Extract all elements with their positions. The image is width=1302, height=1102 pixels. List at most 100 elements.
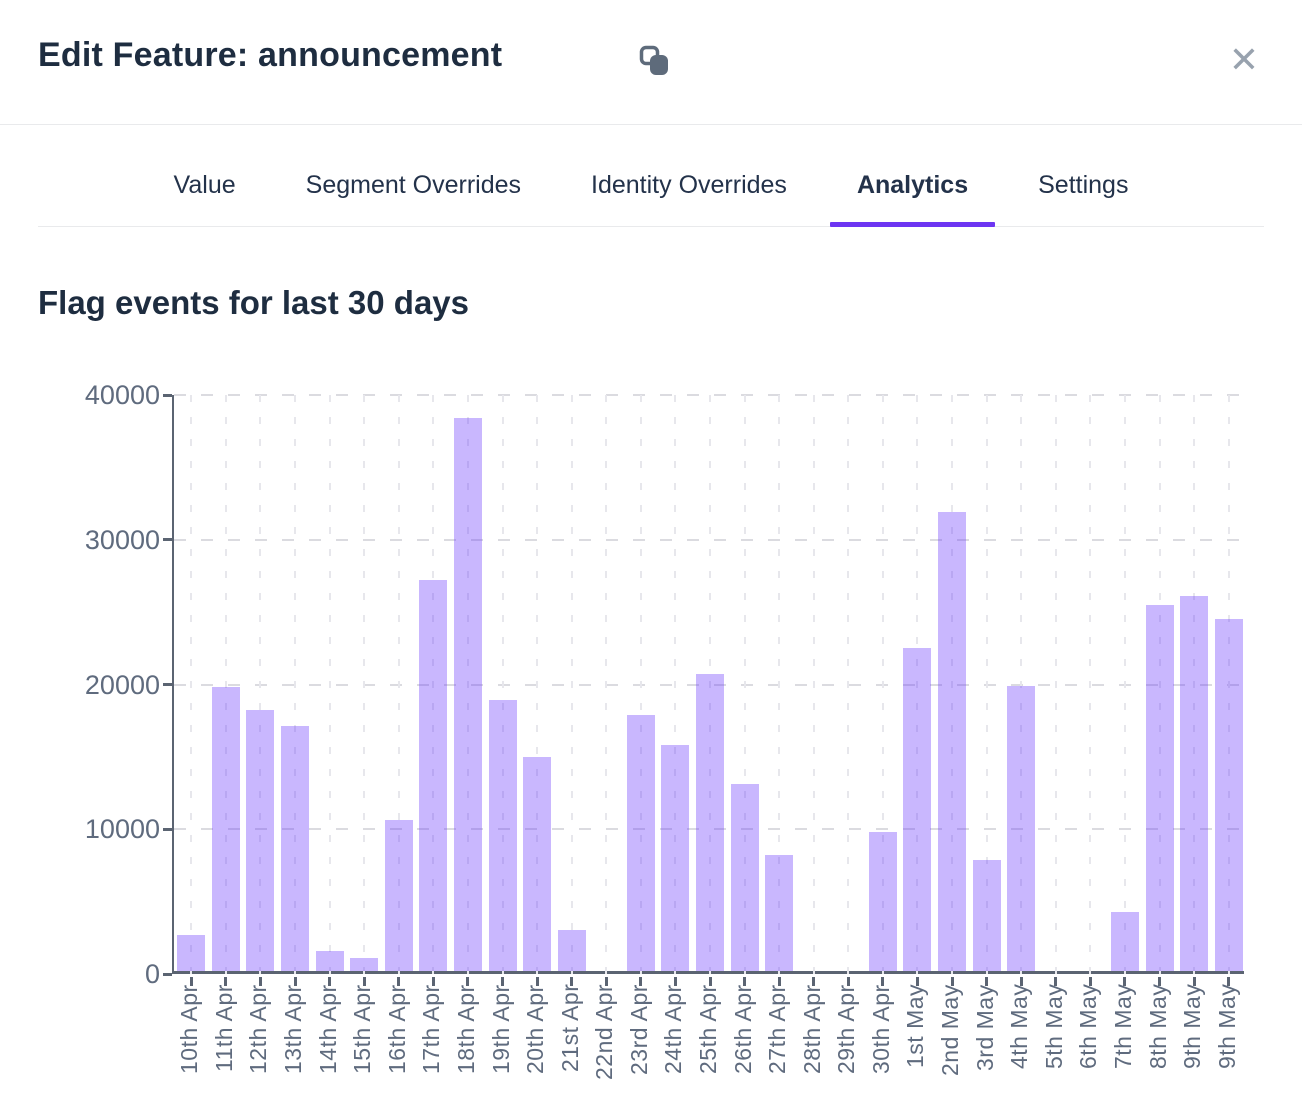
x-axis-tick (777, 977, 781, 986)
plot-area: 0 10000 20000 30000 40000 10th Apr 11th Apr 12t… (85, 380, 1244, 1080)
x-gridline (605, 395, 608, 974)
x-axis-label: 14th Apr (314, 984, 341, 1074)
y-axis-tick (163, 972, 172, 976)
x-axis-label: 1st May (902, 984, 929, 1069)
x-axis-tick (466, 977, 470, 986)
chart-section-title: Flag events for last 30 days (38, 284, 470, 321)
x-gridline (328, 395, 331, 974)
x-axis-label: 20th Apr (522, 984, 549, 1074)
x-gridline (881, 395, 884, 974)
tab-analytics[interactable]: Analytics (829, 171, 996, 227)
chart-bar-18th-apr-8 (453, 418, 482, 971)
chart-bar-12th-apr-2 (246, 710, 275, 971)
x-axis-tick (501, 977, 505, 986)
chart-bar-24th-apr-14 (661, 745, 690, 971)
x-gridline (501, 395, 504, 974)
x-axis-label: 9th May (1179, 984, 1206, 1070)
x-gridline (432, 395, 435, 974)
chart-bar-26th-apr-16 (730, 784, 759, 971)
y-axis-label: 20000 (84, 669, 160, 700)
x-axis-label: 26th Apr (729, 984, 756, 1074)
x-axis-tick (1019, 977, 1023, 986)
x-gridline (639, 395, 642, 974)
chart-bar-3rd-may-23 (972, 860, 1001, 971)
tabs-row: Value Segment Overrides Identity Overrides… (0, 126, 1302, 227)
y-axis-label: 10000 (84, 814, 160, 845)
x-axis-tick (224, 977, 228, 986)
chart-bar-17th-apr-7 (419, 580, 448, 971)
x-axis-tick (604, 977, 608, 986)
y-axis-tick (163, 393, 172, 397)
x-axis-tick (1158, 977, 1162, 986)
chart-bar-14th-apr-4 (315, 951, 344, 971)
x-gridline (847, 395, 850, 974)
x-gridline (916, 395, 919, 974)
x-axis-label: 2nd May (937, 984, 964, 1076)
chart-bar-19th-apr-9 (488, 700, 517, 971)
copy-icon[interactable] (638, 44, 672, 78)
modal-title: Edit Feature: announcement (38, 36, 503, 74)
modal-header: Edit Feature: announcement ✕ (0, 0, 1302, 125)
x-gridline (812, 395, 815, 974)
chart-bar-25th-apr-15 (696, 674, 724, 971)
x-gridline (1227, 395, 1230, 974)
x-axis-label: 19th Apr (487, 984, 514, 1074)
tab-value[interactable]: Value (147, 171, 263, 226)
x-axis-tick (535, 977, 539, 986)
x-gridline (674, 395, 677, 974)
tab-label: Settings (1038, 171, 1129, 199)
x-gridline (1193, 395, 1196, 974)
x-axis-label: 12th Apr (245, 984, 272, 1074)
x-axis-label: 22nd Apr (591, 984, 618, 1081)
x-axis-tick (397, 977, 401, 986)
y-axis-label: 30000 (84, 524, 160, 555)
active-tab-underline (829, 222, 996, 227)
x-axis-tick (881, 977, 885, 986)
x-axis-label: 29th Apr (833, 984, 860, 1074)
x-axis-label: 3rd May (971, 984, 998, 1071)
x-axis-label: 7th May (1109, 984, 1136, 1070)
chart-bar-21st-apr-11 (557, 930, 586, 971)
close-icon[interactable]: ✕ (1222, 38, 1266, 82)
x-axis-tick (950, 977, 954, 986)
x-axis-label: 16th Apr (383, 984, 410, 1074)
x-axis-tick (812, 977, 816, 986)
tab-label: Analytics (856, 171, 969, 199)
x-axis-label: 18th Apr (452, 984, 479, 1074)
tab-label: Identity Overrides (591, 171, 787, 199)
chart-bar-9th-may-30 (1214, 619, 1243, 971)
x-gridline (951, 395, 954, 974)
x-gridline (259, 395, 262, 974)
x-axis-tick (1123, 977, 1127, 986)
chart-bar-20th-apr-10 (523, 757, 552, 971)
x-axis-tick (362, 977, 366, 986)
x-axis-tick (293, 977, 297, 986)
x-axis-tick (673, 977, 677, 986)
x-gridline (1123, 395, 1126, 974)
x-gridline (1054, 395, 1057, 974)
x-axis-label: 13th Apr (280, 984, 307, 1074)
chart-bar-7th-may-27 (1110, 912, 1139, 971)
tab-label: Value (173, 171, 236, 199)
x-gridline (363, 395, 366, 974)
tab-settings[interactable]: Settings (1011, 171, 1155, 226)
x-axis-label: 24th Apr (660, 984, 687, 1074)
x-axis-label: 8th May (1144, 984, 1171, 1070)
x-axis-tick (1192, 977, 1196, 986)
y-axis-tick (163, 827, 172, 831)
x-axis-tick (1227, 977, 1231, 986)
x-axis-tick (1054, 977, 1058, 986)
x-gridline (397, 395, 400, 974)
x-axis-label: 17th Apr (418, 984, 445, 1074)
x-gridline (778, 395, 781, 974)
x-axis-tick (915, 977, 919, 986)
copy-icon-glyph (639, 45, 668, 75)
tab-identity-overrides[interactable]: Identity Overrides (564, 171, 814, 226)
chart-bar-13th-apr-3 (281, 726, 310, 971)
x-gridline (294, 395, 297, 974)
chart-bar-15th-apr-5 (350, 958, 379, 971)
chart-bar-16th-apr-6 (384, 820, 413, 971)
x-axis-label: 4th May (1006, 984, 1033, 1070)
tab-segment-overrides[interactable]: Segment Overrides (279, 171, 548, 226)
x-axis-tick (328, 977, 332, 986)
